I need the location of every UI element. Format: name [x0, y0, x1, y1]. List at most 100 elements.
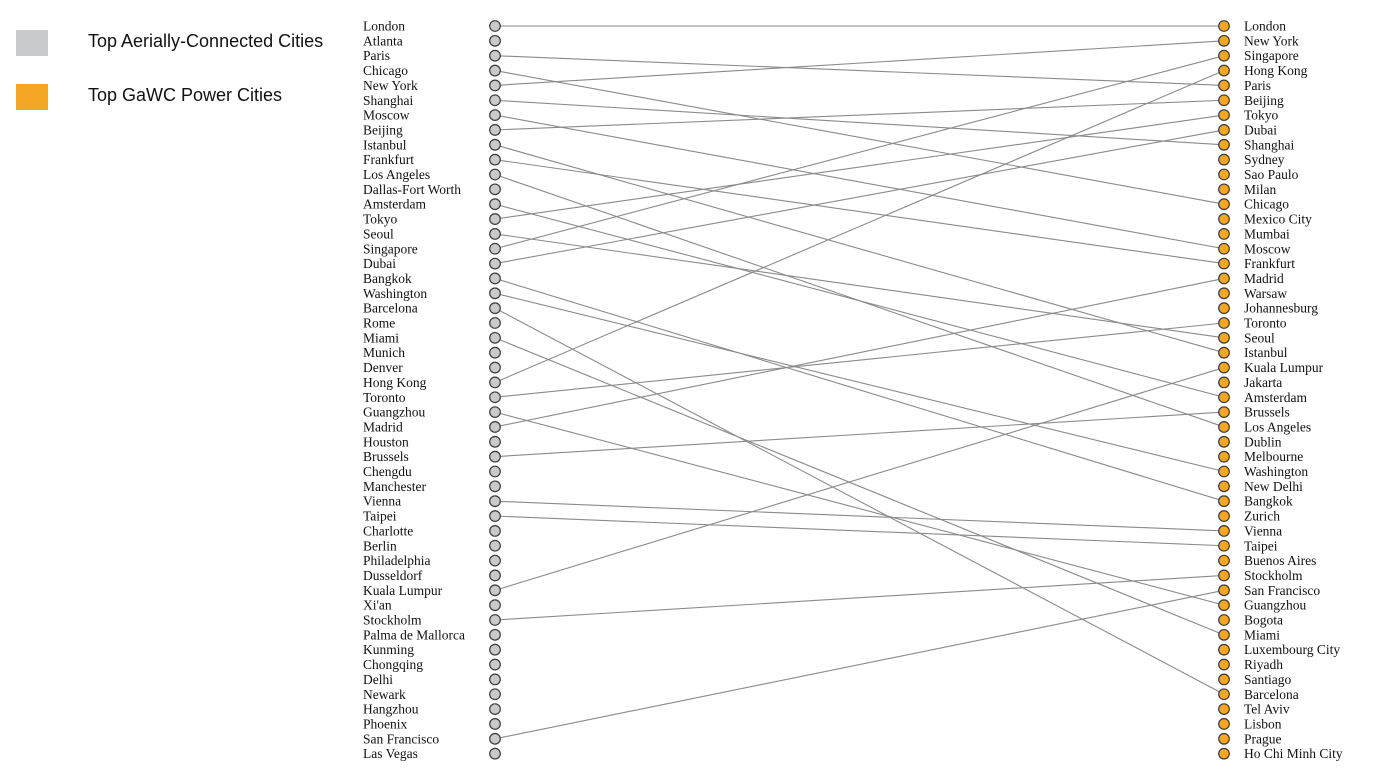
right-city-label-chicago: Chicago — [1244, 197, 1289, 212]
left-city-node-chengdu — [489, 465, 501, 478]
left-city-label-bangkok: Bangkok — [363, 271, 412, 286]
left-city-node-san-francisco — [489, 732, 501, 745]
left-city-node-charlotte — [489, 525, 501, 537]
right-city-node-melbourne — [1218, 450, 1230, 463]
left-city-node-singapore — [489, 242, 501, 255]
right-city-node-warsaw — [1218, 287, 1230, 300]
right-city-node-seoul — [1218, 331, 1230, 344]
right-city-label-prague: Prague — [1244, 731, 1282, 746]
left-city-label-xi-an: Xi'an — [363, 598, 392, 613]
left-city-label-dubai: Dubai — [363, 256, 396, 271]
right-city-node-frankfurt — [1218, 257, 1230, 270]
right-city-label-vienna: Vienna — [1244, 523, 1282, 538]
right-city-node-guangzhou — [1218, 599, 1230, 612]
right-city-label-sao-paulo: Sao Paulo — [1244, 167, 1299, 182]
left-city-label-chongqing: Chongqing — [363, 657, 423, 672]
left-city-node-toronto — [489, 391, 501, 404]
right-city-label-beijing: Beijing — [1244, 93, 1284, 108]
connector-beijing — [494, 99, 1225, 131]
left-city-label-dallas-fort-worth: Dallas-Fort Worth — [363, 182, 461, 197]
right-city-label-new-york: New York — [1244, 33, 1299, 48]
right-city-label-frankfurt: Frankfurt — [1244, 256, 1295, 271]
left-city-node-delhi — [489, 673, 501, 686]
right-city-node-beijing — [1218, 94, 1230, 107]
right-city-node-zurich — [1218, 510, 1230, 522]
right-city-node-hong-kong — [1218, 64, 1230, 77]
right-city-node-vienna — [1218, 525, 1230, 537]
left-city-label-kunming: Kunming — [363, 642, 414, 657]
right-city-node-shanghai — [1218, 138, 1230, 151]
right-city-node-toronto — [1218, 317, 1230, 329]
left-city-label-miami: Miami — [363, 330, 399, 345]
connector-shanghai — [494, 99, 1225, 146]
right-city-node-riyadh — [1218, 658, 1230, 671]
right-city-label-lisbon: Lisbon — [1244, 716, 1282, 731]
right-city-label-seoul: Seoul — [1244, 330, 1275, 345]
left-city-label-stockholm: Stockholm — [363, 613, 422, 628]
left-city-label-hong-kong: Hong Kong — [363, 375, 427, 390]
right-city-label-kuala-lumpur: Kuala Lumpur — [1244, 360, 1324, 375]
right-city-node-barcelona — [1218, 688, 1230, 701]
connector-miami — [494, 337, 1225, 636]
right-city-node-bangkok — [1218, 495, 1230, 508]
right-city-label-johannesburg: Johannesburg — [1244, 301, 1318, 316]
right-city-node-mumbai — [1218, 227, 1230, 240]
right-city-node-london — [1218, 20, 1230, 32]
right-city-node-dublin — [1218, 435, 1230, 448]
left-city-node-stockholm — [489, 614, 501, 626]
legend-label-aerial: Top Aerially-Connected Cities — [88, 31, 324, 51]
connector-paris — [494, 55, 1225, 86]
left-city-label-frankfurt: Frankfurt — [363, 152, 414, 167]
connector-tokyo — [494, 114, 1225, 220]
left-city-label-kuala-lumpur: Kuala Lumpur — [363, 583, 443, 598]
left-city-label-singapore: Singapore — [363, 241, 418, 256]
right-city-node-amsterdam — [1218, 391, 1230, 404]
right-city-node-washington — [1218, 465, 1230, 478]
left-city-node-washington — [489, 287, 501, 300]
right-city-label-tokyo: Tokyo — [1244, 108, 1279, 123]
right-city-node-luxembourg-city — [1218, 643, 1230, 656]
right-city-label-dubai: Dubai — [1244, 122, 1277, 137]
right-city-label-warsaw: Warsaw — [1244, 286, 1287, 301]
connector-dubai — [494, 129, 1225, 265]
right-city-label-toronto: Toronto — [1244, 316, 1287, 331]
right-city-label-new-delhi: New Delhi — [1244, 479, 1303, 494]
right-city-node-tokyo — [1218, 109, 1230, 121]
right-city-label-miami: Miami — [1244, 627, 1280, 642]
right-city-label-riyadh: Riyadh — [1244, 657, 1283, 672]
right-city-label-mumbai: Mumbai — [1244, 226, 1290, 241]
left-city-label-philadelphia: Philadelphia — [363, 553, 431, 568]
left-city-label-madrid: Madrid — [363, 419, 403, 434]
right-city-node-mexico-city — [1218, 213, 1230, 225]
left-city-label-toronto: Toronto — [363, 390, 406, 405]
left-city-label-vienna: Vienna — [363, 494, 401, 509]
left-city-label-los-angeles: Los Angeles — [363, 167, 430, 182]
right-city-node-sydney — [1218, 153, 1230, 166]
right-city-node-santiago — [1218, 673, 1230, 686]
right-city-node-los-angeles — [1218, 421, 1230, 433]
right-city-node-dubai — [1218, 124, 1230, 136]
left-city-node-bangkok — [489, 272, 501, 285]
right-city-label-bogota: Bogota — [1244, 613, 1283, 628]
right-city-label-brussels: Brussels — [1244, 405, 1290, 420]
left-city-label-barcelona: Barcelona — [363, 301, 418, 316]
left-city-node-kunming — [489, 643, 501, 656]
left-city-node-tokyo — [489, 213, 501, 225]
left-city-node-london — [489, 20, 501, 32]
right-city-label-melbourne: Melbourne — [1244, 449, 1303, 464]
left-city-node-philadelphia — [489, 554, 501, 567]
left-city-label-beijing: Beijing — [363, 122, 403, 137]
connector-singapore — [494, 55, 1225, 250]
left-city-node-houston — [489, 435, 501, 448]
left-city-node-shanghai — [489, 94, 501, 107]
right-city-node-brussels — [1218, 406, 1230, 419]
right-city-node-lisbon — [1218, 718, 1230, 730]
legend-label-gawc: Top GaWC Power Cities — [88, 85, 283, 105]
connector-chicago — [494, 70, 1225, 205]
connector-washington — [494, 292, 1225, 473]
left-city-label-shanghai: Shanghai — [363, 93, 413, 108]
left-city-node-kuala-lumpur — [489, 584, 501, 597]
left-city-node-madrid — [489, 421, 501, 433]
